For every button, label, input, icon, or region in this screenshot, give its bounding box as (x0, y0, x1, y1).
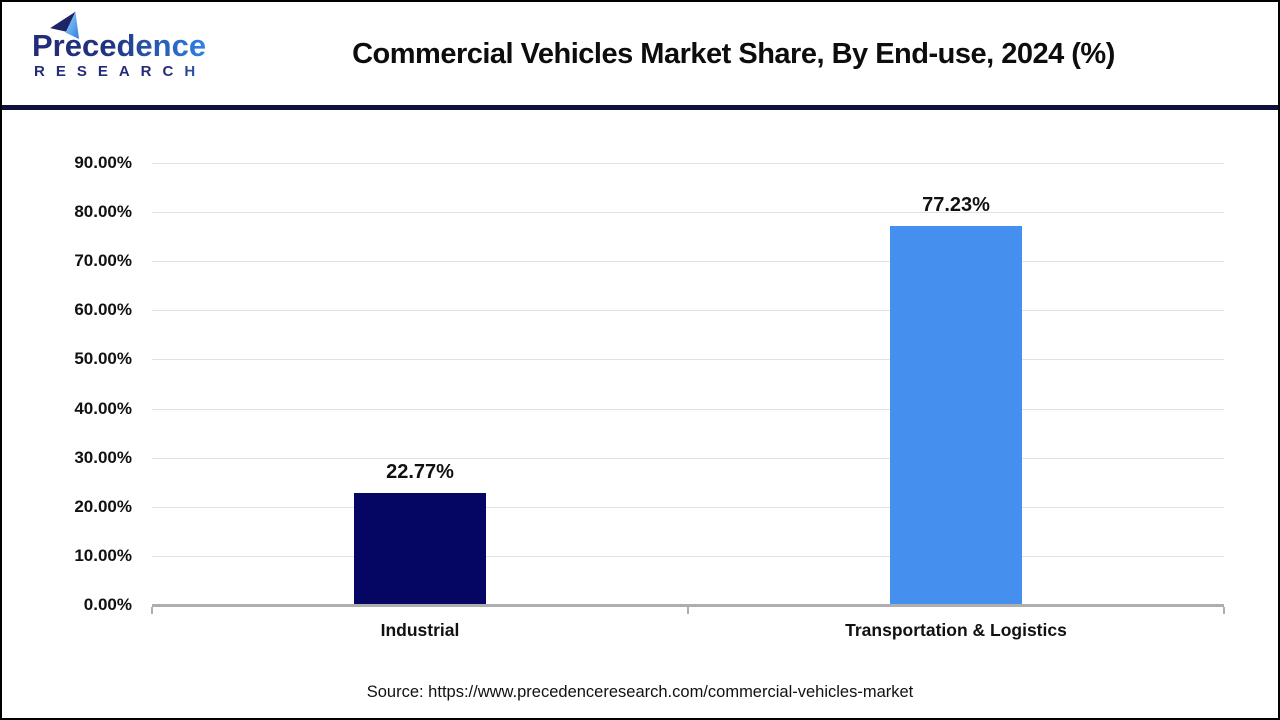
y-axis-tick-label: 30.00% (74, 447, 132, 467)
x-axis-tick (151, 607, 153, 614)
y-axis-tick-label: 80.00% (74, 202, 132, 222)
gridline (152, 457, 1224, 459)
bar-value-label: 22.77% (386, 461, 454, 484)
paper-plane-icon (50, 11, 80, 39)
gridline (152, 212, 1224, 214)
y-axis-tick-label: 20.00% (74, 496, 132, 516)
y-axis-tick-label: 40.00% (74, 398, 132, 418)
gridline (152, 359, 1224, 361)
bar-industrial (354, 493, 486, 605)
x-axis-category-label: Industrial (380, 620, 460, 640)
y-axis-tick-label: 10.00% (74, 545, 132, 565)
source-citation: Source: https://www.precedenceresearch.c… (366, 683, 914, 701)
logo-subtitle: RESEARCH (34, 64, 224, 79)
x-axis-tick (1223, 607, 1225, 614)
bar-value-label: 77.23% (922, 193, 990, 216)
gridline (152, 555, 1224, 557)
y-axis-tick-label: 90.00% (74, 153, 132, 172)
gridline (152, 310, 1224, 312)
x-axis-line (152, 604, 1224, 607)
gridline (152, 163, 1224, 164)
gridline (152, 261, 1224, 263)
header: Precedence RESEARCH Commercial Vehicles … (2, 2, 1278, 105)
precedence-research-logo: Precedence RESEARCH (24, 11, 224, 96)
y-axis-tick-label: 0.00% (83, 595, 132, 614)
gridline (152, 506, 1224, 508)
header-divider (2, 105, 1278, 110)
logo-wordmark: Precedence (32, 30, 224, 61)
x-axis-tick (687, 607, 689, 614)
page-title: Commercial Vehicles Market Share, By End… (352, 38, 1115, 70)
y-axis-tick-label: 70.00% (74, 251, 132, 271)
x-axis-category-label: Transportation & Logistics (845, 620, 1067, 640)
gridline (152, 408, 1224, 410)
y-axis-tick-label: 50.00% (74, 349, 132, 369)
y-axis-tick-label: 60.00% (74, 300, 132, 320)
bar-transportation-logistics (890, 225, 1022, 605)
